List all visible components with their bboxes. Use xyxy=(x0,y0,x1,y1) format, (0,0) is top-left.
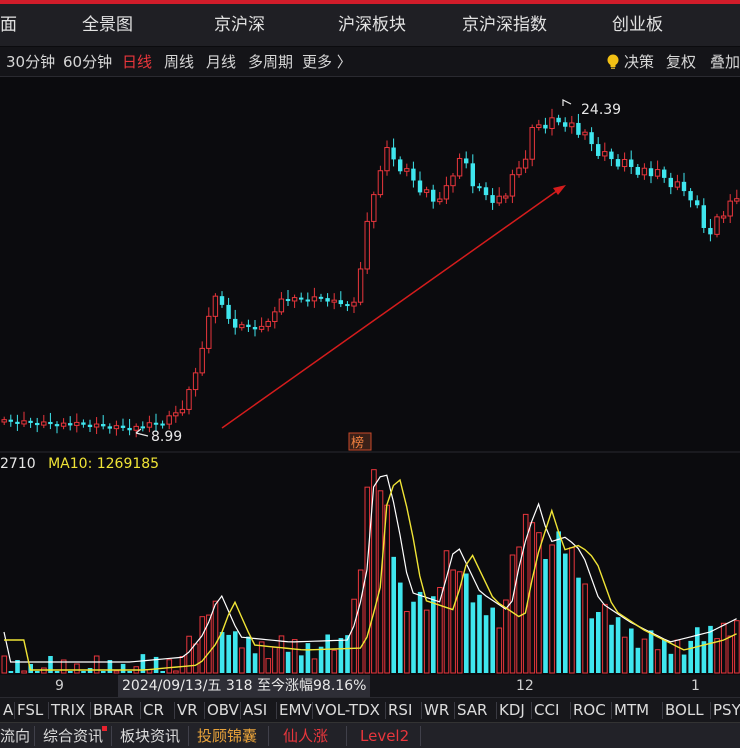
indicator-emv[interactable]: EMV xyxy=(279,701,312,719)
trend-arrow-head xyxy=(553,185,566,195)
nav-item-jinghushen-index[interactable]: 京沪深指数 xyxy=(462,15,547,35)
indicator-cr[interactable]: CR xyxy=(143,701,164,719)
tab-xianrenzhang[interactable]: 仙人涨 xyxy=(283,727,329,745)
indicator-sar[interactable]: SAR xyxy=(457,701,488,719)
crosshair-date-info: 2024/09/13/五 318 至今涨幅98.16% xyxy=(118,675,371,697)
indicator-wr[interactable]: WR xyxy=(424,701,450,719)
trend-line xyxy=(221,187,562,429)
lightbulb-icon[interactable] xyxy=(606,54,620,70)
indicator-vol-tdx[interactable]: VOL-TDX xyxy=(315,701,380,719)
period-monthly[interactable]: 月线 xyxy=(206,53,237,71)
period-more[interactable]: 更多 〉 xyxy=(302,53,352,71)
stock-chart[interactable]: 24.39 8.99 榜 xyxy=(0,78,740,675)
volume-ma5-line xyxy=(3,474,737,663)
volume-value: 2710 xyxy=(0,456,36,472)
bottom-tabs: 流向 综合资讯 板块资讯 投顾锦囊 仙人涨 Level2 xyxy=(0,722,740,748)
period-60min[interactable]: 60分钟 xyxy=(63,53,113,71)
indicator-kdj[interactable]: KDJ xyxy=(499,701,525,719)
nav-item-chinext[interactable]: 创业板 xyxy=(612,15,663,35)
overlay-button[interactable]: 叠加 xyxy=(710,53,740,71)
indicator-fsl[interactable]: FSL xyxy=(17,701,44,719)
indicator-rsi[interactable]: RSI xyxy=(388,701,413,719)
indicator-mtm[interactable]: MTM xyxy=(614,701,650,719)
x-axis: 9 2024/09/13/五 318 至今涨幅98.16% 12 1 xyxy=(0,675,740,697)
volume-legend: 2710 MA10: 1269185 xyxy=(0,454,159,474)
decision-button[interactable]: 决策 xyxy=(624,53,655,71)
period-30min[interactable]: 30分钟 xyxy=(6,53,56,71)
candlestick-series xyxy=(1,108,740,438)
x-tick-1: 1 xyxy=(691,678,700,694)
volume-ma10-line xyxy=(4,478,737,671)
notification-dot xyxy=(102,726,107,731)
nav-item-panorama[interactable]: 全景图 xyxy=(82,15,133,35)
low-price-label: 8.99 xyxy=(151,429,182,445)
volume-bars xyxy=(1,469,740,674)
ma10-value: MA10: 1269185 xyxy=(48,456,160,472)
nav-item-overview[interactable]: 面 xyxy=(0,15,17,35)
period-toolbar: 30分钟 60分钟 日线 周线 月线 多周期 更多 〉 决策 复权 叠加 xyxy=(0,47,740,77)
tab-advisor-tips[interactable]: 投顾锦囊 xyxy=(197,727,258,745)
nav-item-jinghushen[interactable]: 京沪深 xyxy=(214,15,265,35)
indicator-brar[interactable]: BRAR xyxy=(93,701,134,719)
high-price-marker: 24.39 xyxy=(562,99,621,118)
x-tick-12: 12 xyxy=(516,678,534,694)
x-tick-9: 9 xyxy=(55,678,64,694)
indicator-obv[interactable]: OBV xyxy=(207,701,239,719)
indicator-vr[interactable]: VR xyxy=(177,701,198,719)
period-daily[interactable]: 日线 xyxy=(122,53,153,71)
indicator-asi[interactable]: ASI xyxy=(243,701,268,719)
adjust-button[interactable]: 复权 xyxy=(666,53,697,71)
tab-level2[interactable]: Level2 xyxy=(360,727,410,745)
tab-sector-news[interactable]: 板块资讯 xyxy=(120,727,181,745)
indicator-roc[interactable]: ROC xyxy=(573,701,606,719)
ranking-badge: 榜 xyxy=(348,432,372,451)
indicator-trix[interactable]: TRIX xyxy=(51,701,86,719)
period-weekly[interactable]: 周线 xyxy=(164,53,195,71)
indicator-psy[interactable]: PSY xyxy=(713,701,740,719)
nav-item-hushen-sector[interactable]: 沪深板块 xyxy=(338,15,406,35)
high-price-label: 24.39 xyxy=(581,102,621,118)
ranking-badge-label: 榜 xyxy=(351,435,364,451)
top-navigation: 面 全景图 京沪深 沪深板块 京沪深指数 创业板 xyxy=(0,0,740,46)
indicator-a[interactable]: A xyxy=(3,701,14,719)
tab-flow[interactable]: 流向 xyxy=(0,727,31,745)
low-price-marker: 8.99 xyxy=(135,428,182,445)
tab-general-news[interactable]: 综合资讯 xyxy=(43,727,104,745)
period-multi[interactable]: 多周期 xyxy=(248,53,294,71)
indicator-tabs: A FSL TRIX BRAR CR VR OBV ASI EMV VOL-TDX RSI WR SAR… xyxy=(0,697,740,722)
indicator-boll[interactable]: BOLL xyxy=(665,701,704,719)
indicator-cci[interactable]: CCI xyxy=(534,701,560,719)
